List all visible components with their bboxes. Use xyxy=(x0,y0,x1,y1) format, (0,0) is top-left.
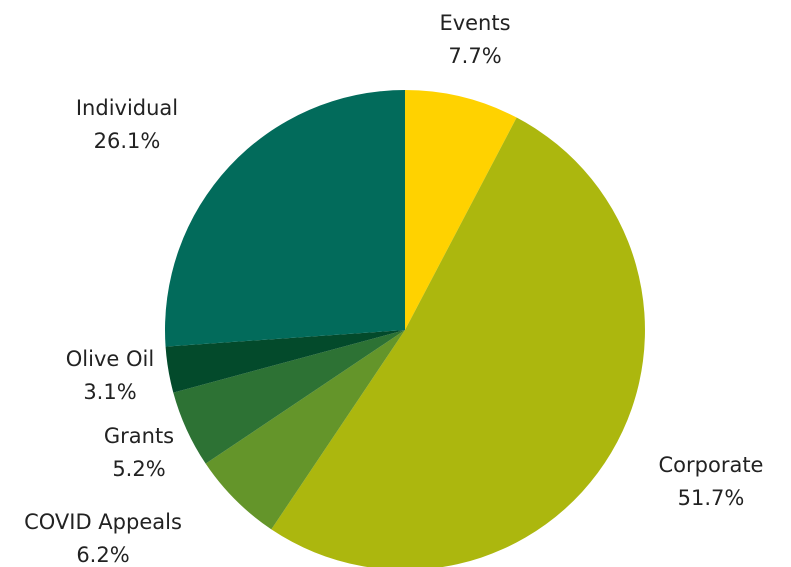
slice-value-individual: 26.1% xyxy=(94,129,161,153)
slice-label-olive-oil: Olive Oil xyxy=(66,347,154,371)
pie-slices xyxy=(165,90,645,567)
slice-value-grants: 5.2% xyxy=(112,457,165,481)
slice-label-individual: Individual xyxy=(76,96,178,120)
pie-slice-individual xyxy=(165,90,405,347)
slice-value-covid-appeals: 6.2% xyxy=(76,543,129,567)
slice-label-grants: Grants xyxy=(104,424,174,448)
slice-value-corporate: 51.7% xyxy=(678,486,745,510)
slice-label-corporate: Corporate xyxy=(659,453,764,477)
slice-label-events: Events xyxy=(439,11,510,35)
slice-value-events: 7.7% xyxy=(448,44,501,68)
slice-value-olive-oil: 3.1% xyxy=(83,380,136,404)
slice-label-covid-appeals: COVID Appeals xyxy=(24,510,182,534)
